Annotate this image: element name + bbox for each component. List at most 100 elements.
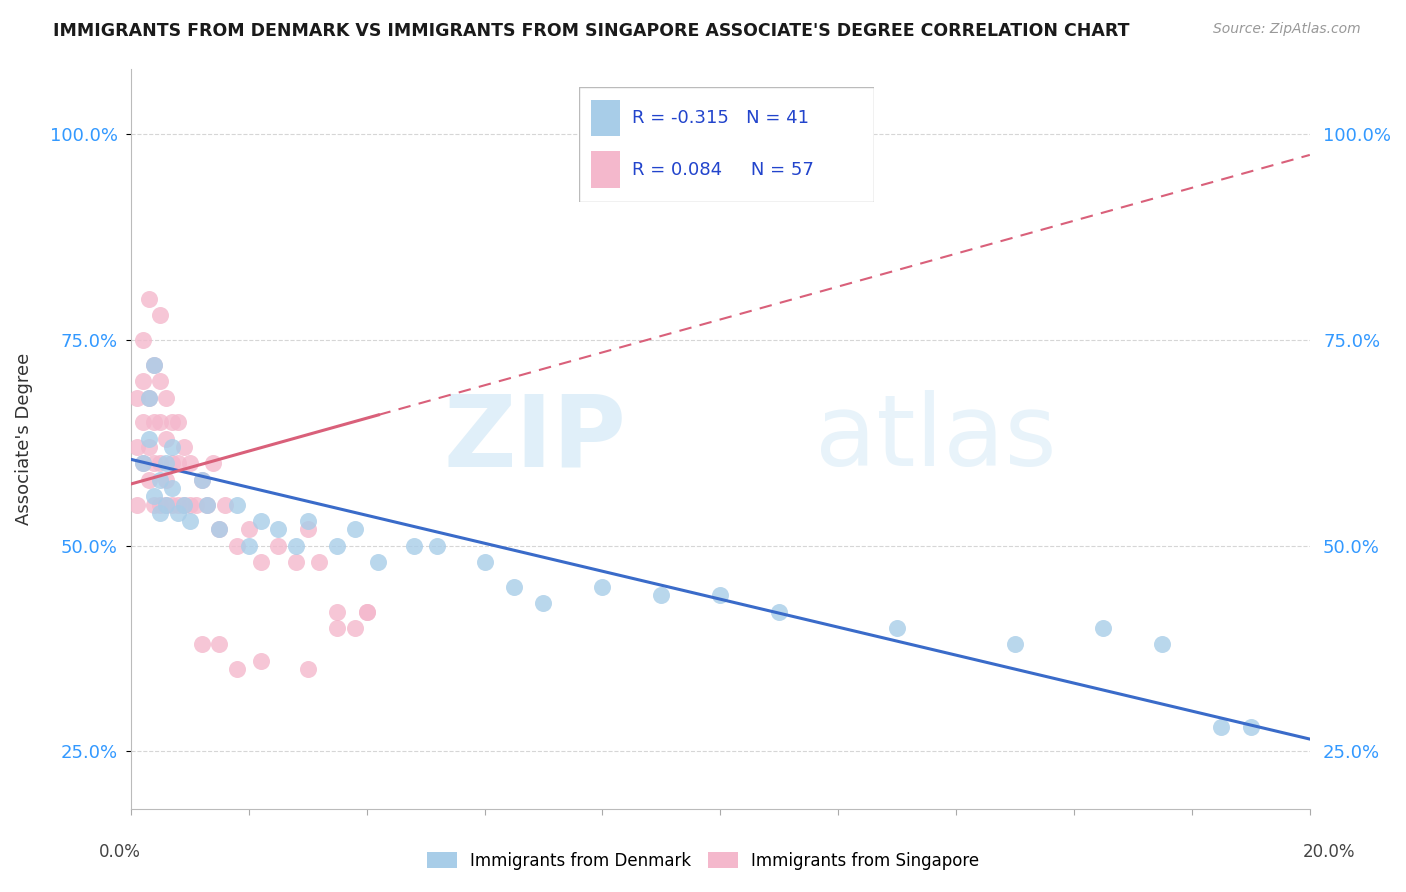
Point: [160, 481, 183, 495]
Point: [226, 498, 249, 512]
Point: [143, 415, 166, 429]
Point: [155, 498, 177, 512]
Point: [155, 498, 177, 512]
Text: 0.0%: 0.0%: [98, 843, 141, 861]
Point: [160, 457, 183, 471]
Point: [131, 457, 153, 471]
Point: [533, 596, 555, 610]
Point: [238, 539, 260, 553]
Point: [149, 506, 172, 520]
Point: [160, 415, 183, 429]
Point: [173, 498, 195, 512]
Point: [267, 522, 290, 536]
Point: [226, 539, 249, 553]
Point: [426, 539, 449, 553]
Point: [1092, 621, 1115, 635]
Point: [143, 457, 166, 471]
Point: [125, 391, 148, 405]
Point: [284, 555, 307, 569]
Point: [503, 580, 526, 594]
Text: 20.0%: 20.0%: [1302, 843, 1355, 861]
Point: [149, 415, 172, 429]
Point: [214, 498, 236, 512]
Point: [367, 555, 389, 569]
Text: IMMIGRANTS FROM DENMARK VS IMMIGRANTS FROM SINGAPORE ASSOCIATE'S DEGREE CORRELAT: IMMIGRANTS FROM DENMARK VS IMMIGRANTS FR…: [53, 22, 1130, 40]
Point: [167, 415, 190, 429]
Point: [249, 555, 271, 569]
Point: [284, 539, 307, 553]
Point: [297, 522, 319, 536]
Point: [184, 498, 207, 512]
Point: [474, 555, 496, 569]
Point: [138, 432, 160, 446]
Point: [326, 539, 349, 553]
Point: [138, 292, 160, 306]
Point: [402, 539, 425, 553]
Point: [886, 621, 908, 635]
Point: [179, 457, 201, 471]
Point: [155, 457, 177, 471]
Point: [591, 580, 613, 594]
Y-axis label: Associate's Degree: Associate's Degree: [15, 352, 32, 524]
Point: [249, 514, 271, 528]
Point: [297, 662, 319, 676]
Point: [197, 498, 219, 512]
Point: [709, 588, 731, 602]
Point: [149, 457, 172, 471]
Point: [208, 522, 231, 536]
Point: [149, 473, 172, 487]
Point: [190, 473, 212, 487]
Point: [179, 514, 201, 528]
Point: [297, 514, 319, 528]
Point: [179, 498, 201, 512]
Point: [125, 498, 148, 512]
Legend: Immigrants from Denmark, Immigrants from Singapore: Immigrants from Denmark, Immigrants from…: [420, 846, 986, 877]
Point: [131, 415, 153, 429]
Point: [138, 473, 160, 487]
Point: [326, 621, 349, 635]
Point: [267, 539, 290, 553]
Point: [1152, 637, 1174, 651]
Point: [326, 605, 349, 619]
Point: [167, 506, 190, 520]
Point: [190, 473, 212, 487]
Point: [197, 498, 219, 512]
Point: [208, 522, 231, 536]
Point: [238, 522, 260, 536]
Point: [249, 654, 271, 668]
Point: [160, 440, 183, 454]
Point: [131, 333, 153, 347]
Point: [143, 489, 166, 503]
Point: [343, 621, 366, 635]
Point: [138, 391, 160, 405]
Point: [149, 309, 172, 323]
Point: [143, 498, 166, 512]
Point: [125, 440, 148, 454]
Point: [768, 605, 790, 619]
Point: [143, 358, 166, 372]
Point: [356, 605, 378, 619]
Point: [1211, 720, 1233, 734]
Point: [155, 473, 177, 487]
Point: [131, 457, 153, 471]
Point: [149, 374, 172, 388]
Point: [202, 457, 225, 471]
Point: [173, 498, 195, 512]
Point: [226, 662, 249, 676]
Point: [173, 440, 195, 454]
Point: [155, 432, 177, 446]
Point: [167, 498, 190, 512]
Point: [308, 555, 330, 569]
Point: [356, 605, 378, 619]
Point: [167, 457, 190, 471]
Point: [208, 637, 231, 651]
Point: [343, 522, 366, 536]
Point: [138, 440, 160, 454]
Point: [131, 374, 153, 388]
Text: Source: ZipAtlas.com: Source: ZipAtlas.com: [1213, 22, 1361, 37]
Point: [1004, 637, 1026, 651]
Point: [143, 358, 166, 372]
Point: [138, 391, 160, 405]
Point: [190, 637, 212, 651]
Point: [155, 391, 177, 405]
